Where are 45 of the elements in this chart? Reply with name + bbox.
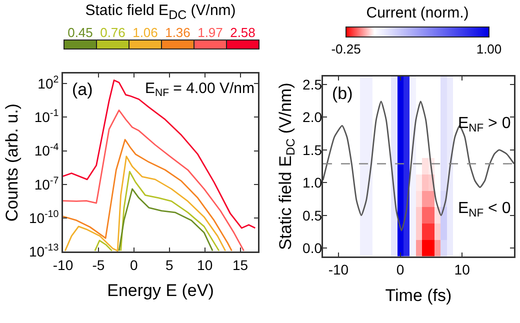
color-bar-label: 1.00 xyxy=(476,42,502,57)
x-tick-label: -10 xyxy=(52,257,74,274)
text: 0.76 xyxy=(100,25,126,40)
x-tick-label: 5 xyxy=(165,257,174,274)
x-tick-label: 0 xyxy=(396,262,404,278)
y-tick-label: 10$^{-7}$ xyxy=(34,175,59,192)
x-tick-label: -5 xyxy=(92,257,105,274)
legend-title: Static field E$_{DC}$ (V/nm) xyxy=(84,2,237,22)
annotation: E$_{NF}$ = 4.00 V/nm xyxy=(145,80,254,100)
y-axis-title: Counts (arb. u.) xyxy=(2,104,22,222)
y-tick-label: 2.5 xyxy=(302,76,322,92)
y-tick-label: 10$^{2}$ xyxy=(38,74,59,92)
x-tick-label: -10 xyxy=(328,262,349,278)
color-bar-label: -0.25 xyxy=(331,42,361,57)
y-tick-label: 0.5 xyxy=(302,207,322,224)
y-tick-label: 10$^{-13}$ xyxy=(28,242,60,260)
line-series xyxy=(63,138,232,252)
text: 1.06 xyxy=(132,25,158,40)
annotation: (b) xyxy=(332,84,353,103)
text: 2.58 xyxy=(230,25,256,40)
line-series xyxy=(63,80,256,229)
line-series xyxy=(63,110,245,252)
y-tick-label: 1.0 xyxy=(302,174,322,191)
x-axis-title: Time (fs) xyxy=(385,286,452,305)
y-tick-label: 10$^{-1}$ xyxy=(34,108,59,126)
y-tick-label: 2.0 xyxy=(302,109,322,126)
x-axis-title: Energy E (eV) xyxy=(107,281,214,300)
x-tick-label: 15 xyxy=(232,257,248,274)
line-series xyxy=(64,156,226,252)
annotation: E$_{NF}$ > 0 xyxy=(458,115,511,134)
x-tick-label: 10 xyxy=(197,257,213,274)
line-series xyxy=(118,188,214,252)
y-tick-label: 0.0 xyxy=(302,240,322,256)
x-tick-label: 10 xyxy=(454,262,470,278)
text: 1.36 xyxy=(165,25,190,40)
y-tick-label: 10$^{-4}$ xyxy=(34,142,60,159)
x-tick-label: 0 xyxy=(130,257,138,274)
text: 1.97 xyxy=(198,25,223,40)
annotation: (a) xyxy=(72,80,93,99)
line-series xyxy=(323,100,514,232)
text: 0.45 xyxy=(68,25,93,40)
color-bar-title: Current (norm.) xyxy=(366,4,469,22)
annotation: E$_{NF}$ < 0 xyxy=(458,200,511,220)
y-tick-label: 1.5 xyxy=(302,142,322,158)
y-tick-label: 10$^{-10}$ xyxy=(28,209,60,226)
